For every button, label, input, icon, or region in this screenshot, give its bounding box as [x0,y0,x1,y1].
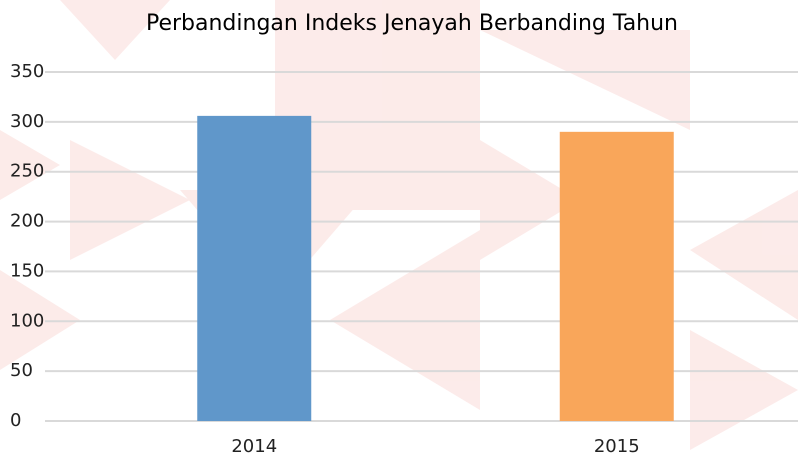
x-tick-label: 2014 [231,436,277,457]
y-tick-label: 150 [10,260,44,281]
y-tick-label: 350 [10,61,44,82]
background-pattern [0,0,798,450]
chart-title: Perbandingan Indeks Jenayah Berbanding T… [146,11,678,36]
bar [559,131,674,422]
y-tick-label: 0 [10,410,21,431]
y-tick-label: 50 [10,360,33,381]
x-tick-label: 2015 [594,436,640,457]
y-tick-label: 100 [10,310,44,331]
bar [197,115,312,422]
y-tick-label: 250 [10,161,44,182]
y-tick-label: 300 [10,111,44,132]
y-tick-label: 200 [10,211,44,232]
